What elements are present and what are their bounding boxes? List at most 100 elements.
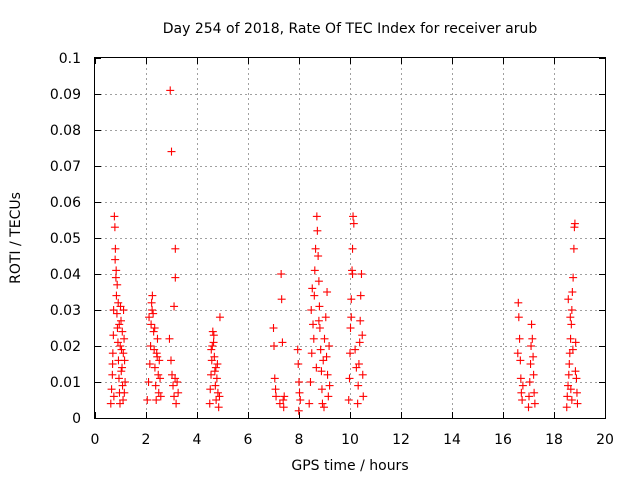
data-point (165, 334, 174, 343)
data-point (121, 378, 130, 386)
data-point (567, 320, 576, 329)
y-tick-label: 0.01 (50, 375, 81, 391)
y-axis-title: ROTI / TECUs (8, 192, 24, 284)
data-point (270, 374, 279, 383)
data-point (117, 367, 126, 376)
data-point (562, 403, 571, 412)
data-point (528, 334, 537, 343)
data-point (153, 352, 162, 361)
data-point (309, 334, 318, 343)
data-point (319, 403, 328, 412)
data-point (312, 363, 321, 372)
data-point (321, 313, 330, 322)
data-point (306, 378, 315, 386)
data-point (314, 252, 323, 260)
data-point (296, 396, 305, 404)
data-point (167, 147, 176, 156)
data-point (117, 316, 126, 325)
data-point (567, 306, 576, 314)
data-points (106, 86, 582, 415)
data-point (527, 320, 536, 329)
data-point (172, 399, 181, 408)
data-point (277, 295, 286, 304)
data-point (169, 381, 178, 390)
data-point (311, 244, 320, 253)
data-point (358, 331, 367, 340)
data-point (108, 360, 117, 368)
data-point (269, 324, 278, 332)
data-point (516, 374, 525, 383)
data-point (358, 370, 367, 379)
data-point (152, 396, 161, 404)
data-point (166, 86, 175, 95)
data-point (518, 381, 527, 390)
data-point (518, 396, 527, 404)
data-point (210, 367, 219, 376)
data-point (154, 388, 163, 397)
data-point (120, 388, 129, 397)
data-point (153, 334, 162, 343)
y-tick-label: 0.08 (50, 123, 81, 139)
data-point (319, 356, 328, 365)
data-point (113, 280, 122, 289)
data-point (170, 302, 179, 311)
y-tick-label: 0.09 (50, 87, 81, 103)
data-point (111, 244, 120, 253)
data-point (120, 356, 129, 365)
data-point (294, 406, 303, 415)
data-point (117, 345, 126, 354)
data-point (280, 392, 289, 401)
data-point (214, 403, 223, 412)
y-tick-label: 0 (72, 411, 81, 427)
data-point (568, 345, 577, 354)
data-point (148, 306, 157, 314)
data-point (346, 349, 354, 358)
data-point (112, 291, 121, 300)
data-point (210, 352, 219, 361)
data-point (325, 381, 334, 390)
data-point (317, 367, 326, 376)
data-point (348, 270, 357, 278)
x-tick-label: 12 (392, 432, 410, 448)
data-point (352, 363, 361, 372)
data-point (526, 360, 535, 368)
x-tick-label: 20 (596, 432, 614, 448)
x-tick-label: 10 (341, 432, 359, 448)
data-point (315, 324, 324, 332)
data-point (514, 313, 523, 322)
data-point (145, 360, 154, 368)
data-point (271, 385, 280, 394)
x-tick-label: 2 (142, 432, 151, 448)
data-point (349, 219, 358, 228)
y-tick-label: 0.07 (50, 159, 81, 175)
data-point (322, 352, 331, 361)
data-point (346, 324, 355, 332)
data-point (206, 385, 215, 394)
data-point (312, 212, 321, 221)
data-point (113, 324, 122, 332)
data-point (566, 334, 575, 343)
data-point (207, 345, 216, 354)
data-point (308, 284, 317, 293)
data-point (564, 370, 573, 379)
data-point (209, 338, 218, 347)
data-point (305, 399, 314, 408)
data-point (347, 295, 356, 304)
data-point (571, 367, 580, 376)
data-point (150, 363, 159, 372)
data-point (109, 306, 118, 314)
data-point (275, 399, 284, 408)
data-point (211, 363, 220, 372)
data-point (515, 334, 524, 343)
data-point (147, 320, 156, 329)
data-point (110, 223, 119, 232)
chart-title: Day 254 of 2018, Rate Of TEC Index for r… (163, 21, 538, 37)
data-point (116, 342, 125, 350)
data-point (213, 388, 222, 397)
data-point (207, 370, 216, 379)
data-point (525, 378, 534, 386)
y-tick-label: 0.05 (50, 231, 81, 247)
data-point (570, 219, 579, 228)
data-point (568, 288, 577, 296)
